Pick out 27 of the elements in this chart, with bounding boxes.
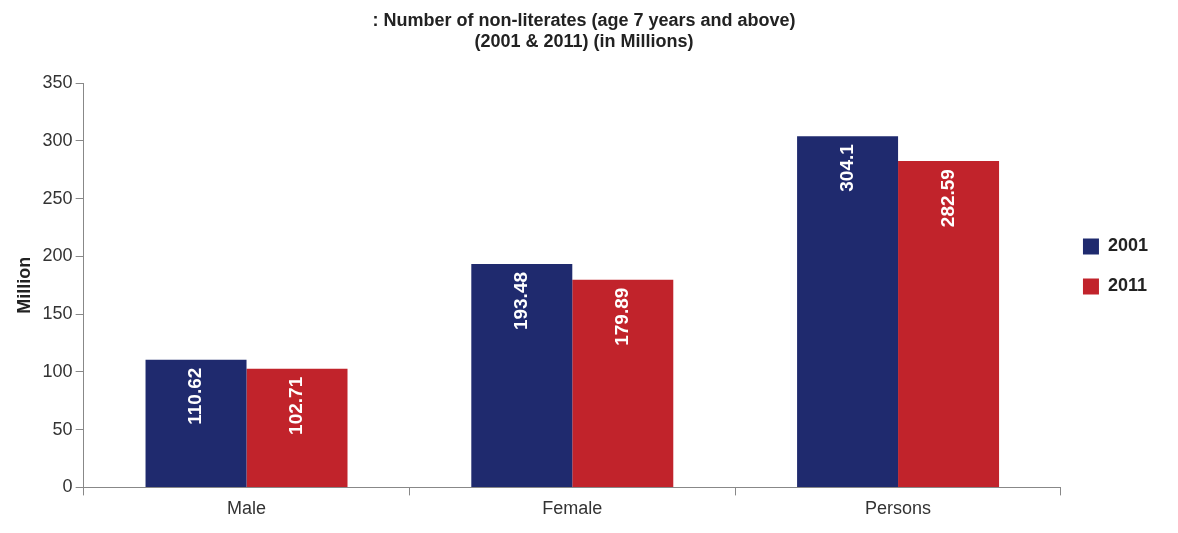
bar [898,161,1000,487]
data-label: 102.71 [285,376,307,435]
y-axis-title: Million [13,256,34,314]
y-tick-label: 250 [42,187,73,208]
data-label: 282.59 [936,169,958,228]
y-tick-label: 200 [42,245,73,266]
bar [471,263,573,487]
bar [797,136,899,487]
data-label: 179.89 [611,287,633,346]
y-tick-label: 150 [42,303,73,324]
legend-label: 2011 [1107,275,1148,296]
bar [145,359,247,487]
bar [572,279,674,487]
y-tick-label: 350 [42,72,73,93]
x-tick-label: Female [542,498,603,519]
data-label: 304.1 [835,143,857,192]
chart-title: : Number of non-literates (age 7 years and above) (2001 & 2011) (in Millions) [372,9,796,52]
data-label: 193.48 [510,271,532,331]
y-tick-label: 100 [42,360,73,381]
legend-label: 2001 [1107,235,1148,256]
y-tick-label: 0 [62,476,73,497]
y-tick-label: 300 [42,129,73,150]
x-tick-label: Persons [865,498,932,519]
x-tick-label: Male [227,498,267,519]
data-label: 110.62 [184,367,206,425]
bar [246,368,348,487]
y-tick-label: 50 [52,418,73,439]
